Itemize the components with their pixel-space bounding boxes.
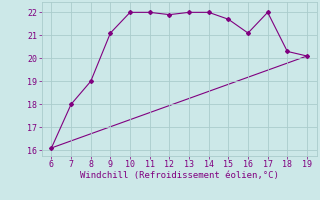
X-axis label: Windchill (Refroidissement éolien,°C): Windchill (Refroidissement éolien,°C): [80, 171, 279, 180]
